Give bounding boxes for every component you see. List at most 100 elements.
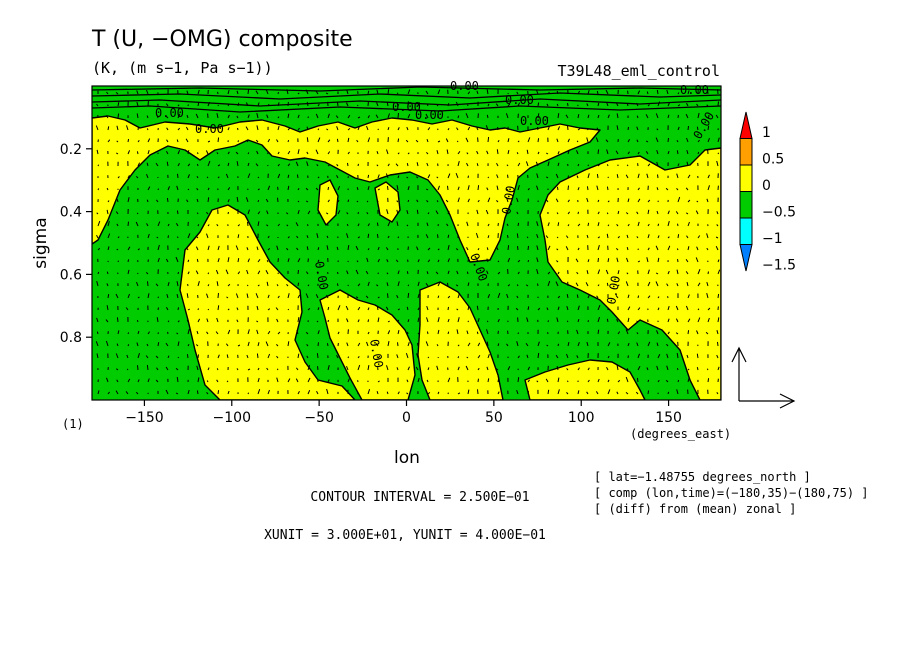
vector-arrow bbox=[427, 212, 430, 215]
vector-arrow bbox=[657, 353, 661, 359]
y-tick-label: 0.8 bbox=[60, 330, 82, 346]
vector-arrow bbox=[716, 354, 719, 359]
vector-arrow bbox=[96, 280, 99, 287]
plot-area bbox=[92, 86, 721, 400]
vector-arrow bbox=[517, 259, 521, 263]
vector-arrow bbox=[187, 188, 190, 191]
vector-arrow bbox=[237, 258, 240, 263]
vector-arrow bbox=[647, 209, 650, 215]
vector-arrow bbox=[306, 126, 309, 131]
vector-arrow bbox=[657, 379, 660, 383]
vector-arrow bbox=[266, 281, 269, 287]
vector-arrow bbox=[476, 127, 479, 131]
vector-arrow bbox=[315, 149, 319, 155]
vector-arrow bbox=[405, 139, 409, 143]
vector-arrow bbox=[96, 331, 99, 335]
vector-arrow bbox=[377, 258, 380, 263]
vector-arrow bbox=[597, 199, 600, 203]
vector-arrow bbox=[347, 356, 350, 359]
vector-arrow bbox=[437, 259, 440, 263]
vector-arrow bbox=[326, 388, 329, 395]
vector-arrow bbox=[716, 392, 719, 395]
vector-arrow bbox=[466, 356, 469, 359]
vector-arrow bbox=[286, 247, 289, 251]
vector-arrow bbox=[255, 139, 259, 143]
vector-arrow bbox=[625, 174, 629, 179]
vector-arrow bbox=[216, 223, 219, 227]
vector-arrow bbox=[617, 284, 620, 287]
vector-arrow bbox=[325, 92, 329, 95]
vector-arrow bbox=[537, 102, 540, 107]
vector-arrow bbox=[697, 139, 700, 143]
vector-arrow bbox=[626, 246, 629, 251]
vector-arrow bbox=[136, 319, 139, 323]
vector-arrow bbox=[637, 295, 640, 299]
vector-arrow bbox=[516, 295, 519, 299]
vector-arrow bbox=[506, 343, 509, 347]
vector-arrow bbox=[267, 353, 271, 359]
vector-arrow bbox=[417, 377, 420, 383]
vector-arrow bbox=[367, 223, 370, 227]
vector-arrow bbox=[156, 367, 159, 371]
vector-arrow bbox=[465, 137, 469, 143]
vector-arrow bbox=[326, 294, 329, 299]
vector-arrow bbox=[167, 186, 171, 191]
vector-arrow bbox=[667, 331, 670, 335]
vector-arrow bbox=[616, 125, 619, 131]
vector-arrow bbox=[526, 149, 529, 155]
vector-arrow bbox=[176, 293, 179, 299]
vector-arrow bbox=[186, 199, 189, 203]
vector-arrow bbox=[396, 209, 399, 215]
vector-arrow bbox=[627, 223, 630, 227]
vector-arrow bbox=[156, 114, 159, 119]
vector-arrow bbox=[397, 281, 400, 287]
vector-arrow bbox=[366, 211, 369, 215]
vector-arrow bbox=[706, 368, 709, 371]
vector-arrow bbox=[177, 356, 180, 359]
vector-arrow bbox=[266, 259, 269, 263]
vector-arrow bbox=[306, 101, 309, 107]
vector-arrow bbox=[717, 152, 720, 155]
vector-arrow bbox=[686, 235, 689, 239]
vector-arrow bbox=[426, 200, 429, 203]
region-positive bbox=[417, 281, 504, 400]
vector-arrow bbox=[277, 163, 280, 167]
vector-arrow bbox=[706, 104, 709, 107]
vector-arrow bbox=[187, 174, 190, 179]
vector-arrow bbox=[116, 343, 119, 347]
colorbar-segment bbox=[739, 217, 753, 245]
vector-arrow bbox=[647, 199, 651, 203]
vector-arrow bbox=[277, 151, 280, 155]
vector-arrow bbox=[197, 308, 199, 311]
vector-arrow bbox=[136, 281, 139, 287]
vector-arrow bbox=[146, 128, 149, 131]
vector-arrow bbox=[337, 102, 339, 107]
vector-arrow bbox=[146, 115, 149, 119]
vector-arrow bbox=[207, 126, 210, 131]
vector-arrow bbox=[447, 306, 449, 311]
vector-arrow bbox=[226, 296, 229, 299]
vector-arrow bbox=[637, 90, 641, 95]
vector-arrow bbox=[327, 319, 329, 323]
vector-arrow bbox=[147, 186, 151, 191]
contour-label: 0.00 bbox=[155, 106, 184, 120]
vector-arrow bbox=[95, 341, 99, 347]
vector-arrow bbox=[716, 330, 719, 335]
vector-arrow bbox=[226, 380, 229, 383]
vector-arrow bbox=[165, 389, 169, 395]
vector-arrow bbox=[597, 164, 601, 167]
vector-arrow bbox=[186, 354, 189, 359]
vector-arrow bbox=[257, 270, 261, 275]
vector-arrow bbox=[576, 175, 579, 179]
vector-arrow bbox=[647, 269, 650, 275]
vector-arrow bbox=[495, 103, 499, 107]
vector-arrow bbox=[246, 269, 249, 275]
vector-arrow bbox=[336, 163, 339, 167]
vector-arrow bbox=[657, 296, 660, 299]
vector-arrow bbox=[675, 318, 679, 323]
vector-arrow bbox=[717, 341, 719, 347]
vector-arrow bbox=[126, 368, 129, 371]
vector-arrow bbox=[506, 223, 509, 227]
vector-arrow bbox=[677, 126, 680, 131]
vector-arrow bbox=[627, 198, 630, 203]
